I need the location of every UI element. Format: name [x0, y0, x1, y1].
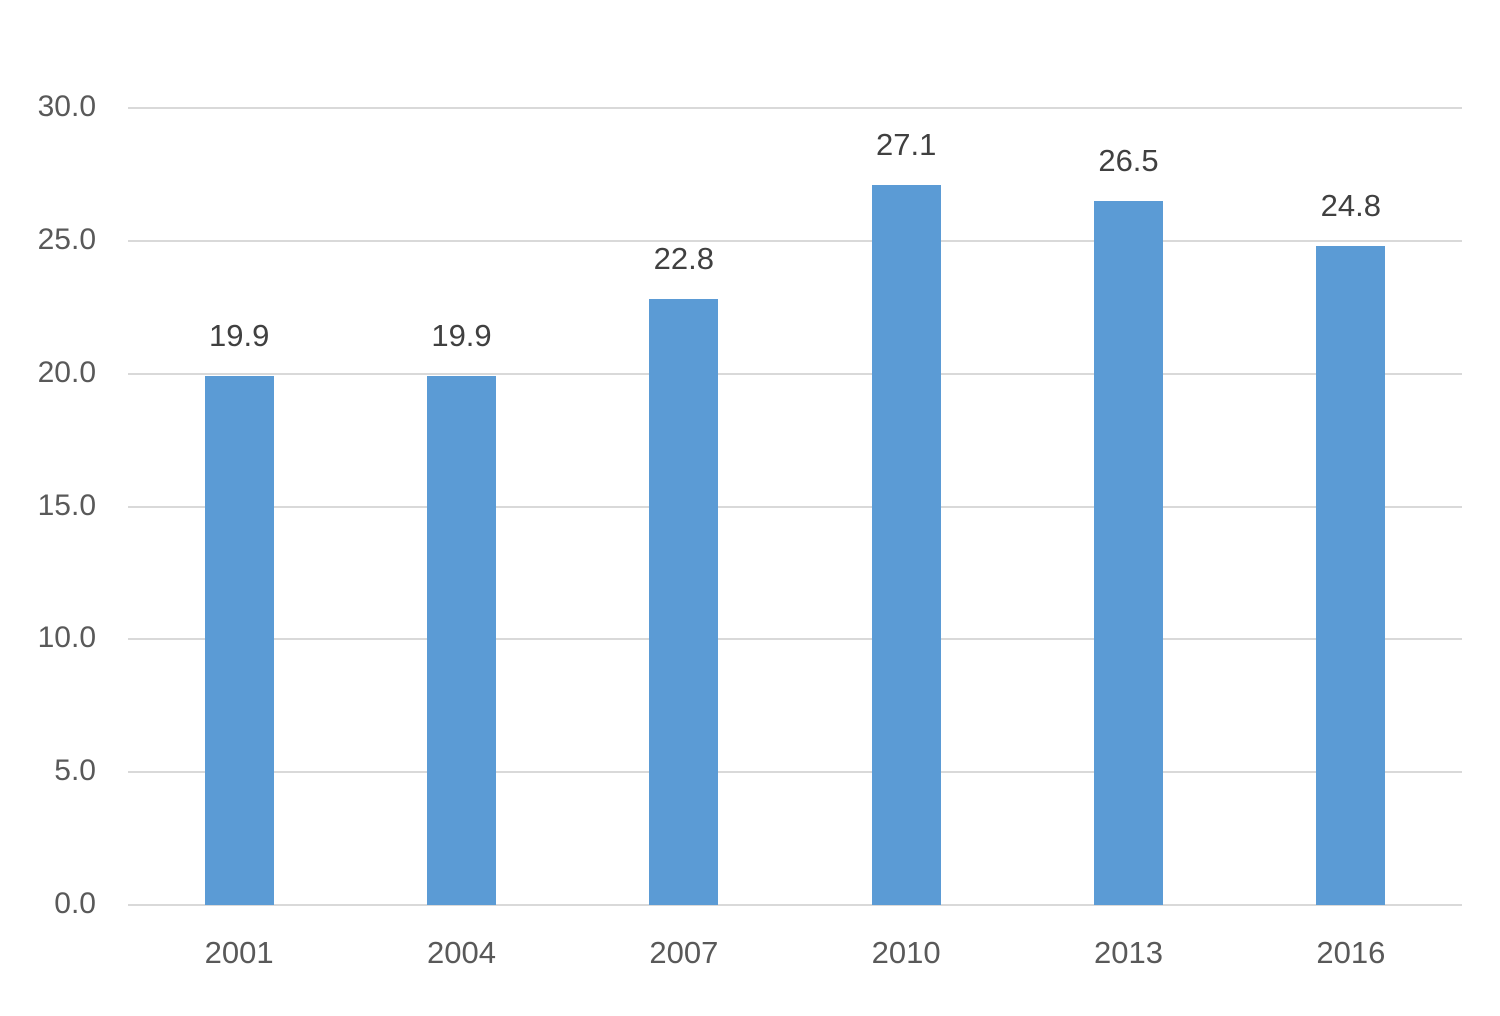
y-tick-label: 25.0 — [37, 222, 96, 256]
y-tick-label: 5.0 — [54, 754, 96, 788]
data-label: 19.9 — [431, 318, 492, 354]
bar-2013 — [1094, 200, 1163, 905]
gridline — [128, 372, 1462, 375]
gridline — [128, 638, 1462, 641]
gridline — [128, 505, 1462, 508]
x-axis-line — [128, 904, 1462, 906]
gridline — [128, 239, 1462, 242]
bar-2001 — [204, 376, 274, 905]
bar-2004 — [427, 376, 496, 905]
bar-2007 — [649, 299, 719, 905]
y-tick-label: 10.0 — [37, 621, 96, 655]
x-tick-label: 2007 — [649, 935, 719, 970]
x-tick-label: 2001 — [204, 935, 274, 970]
data-label: 19.9 — [208, 318, 270, 354]
y-tick-label: 15.0 — [37, 488, 96, 522]
x-tick-label: 2010 — [871, 935, 941, 970]
data-label: 22.8 — [653, 241, 714, 277]
x-tick-label: 2016 — [1316, 935, 1386, 970]
y-tick-label: 20.0 — [37, 355, 96, 389]
x-tick-label: 2004 — [427, 935, 496, 970]
bar-2010 — [871, 185, 941, 905]
data-label: 24.8 — [1320, 188, 1381, 224]
x-tick-label: 2013 — [1094, 935, 1163, 970]
gridline — [128, 107, 1462, 109]
y-tick-label: 30.0 — [37, 90, 96, 123]
y-tick-label: 0.0 — [54, 887, 96, 920]
gridline — [128, 771, 1462, 774]
bar-2016 — [1316, 246, 1386, 905]
data-label: 26.5 — [1098, 142, 1159, 178]
data-label: 27.1 — [875, 127, 937, 163]
